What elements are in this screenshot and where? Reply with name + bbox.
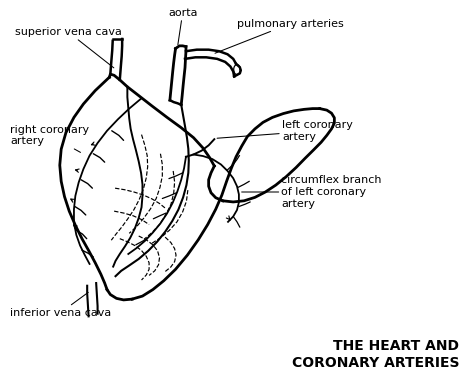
Text: inferior vena cava: inferior vena cava [10,292,111,318]
Text: circumflex branch
of left coronary
artery: circumflex branch of left coronary arter… [242,175,382,209]
Text: THE HEART AND
CORONARY ARTERIES: THE HEART AND CORONARY ARTERIES [292,339,459,370]
Text: aorta: aorta [168,8,197,45]
Text: left coronary
artery: left coronary artery [217,120,353,142]
Text: pulmonary arteries: pulmonary arteries [215,19,344,53]
Text: superior vena cava: superior vena cava [15,27,122,68]
Text: right coronary
artery: right coronary artery [10,124,89,152]
